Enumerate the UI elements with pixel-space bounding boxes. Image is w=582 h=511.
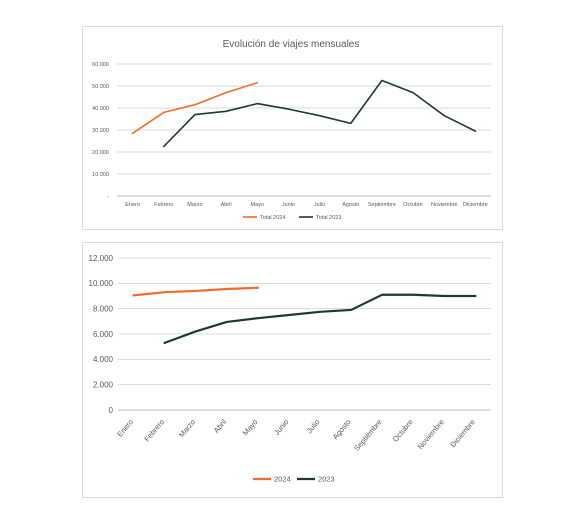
chart-1-x-tick-label: Diciembre	[463, 202, 488, 208]
chart-1-x-tick-label: Septiembre	[368, 202, 396, 208]
chart-1-x-tick-label: Febrero	[154, 202, 173, 208]
chart-1-x-tick-label: Marzo	[187, 202, 202, 208]
chart-2-y-tick-label: 6.000	[93, 330, 114, 339]
chart-2-x-tick-label: Noviembre	[416, 418, 446, 452]
chart-2-series-line-2	[163, 293, 477, 344]
chart-1-x-tick-label: Junio	[282, 202, 295, 208]
chart-1-y-tick-label: 30.000	[92, 128, 109, 134]
chart-1-svg: Evolución de viajes mensuales - 10.000 20.0…	[92, 39, 491, 221]
chart-1-x-tick-label: Mayo	[251, 202, 264, 208]
chart-2-x-tick-label: Junio	[272, 418, 290, 438]
chart-2-y-tick-label: 12.000	[89, 254, 114, 263]
chart-2-y-tick-label: 10.000	[89, 279, 114, 288]
chart-1-y-tick-label: 40.000	[92, 106, 109, 112]
chart-1-y-tick-label: 10.000	[92, 172, 109, 178]
chart-1-series-line-1	[131, 81, 259, 135]
chart-2-panel: 0 2.000 4.000 6.000 8.000 10.000 12.000 Enero Fe…	[82, 242, 503, 498]
chart-2-x-tick-label: Marzo	[177, 418, 197, 440]
chart-2-y-tick-label: 8.000	[93, 304, 114, 313]
chart-1-legend-label-1: Total 2024	[260, 215, 285, 221]
chart-1-title: Evolución de viajes mensuales	[223, 39, 360, 50]
chart-2-svg: 0 2.000 4.000 6.000 8.000 10.000 12.000 Enero Fe…	[89, 254, 491, 484]
chart-2-legend-label-2: 2023	[318, 475, 335, 484]
chart-1-x-tick-label: Abril	[221, 202, 232, 208]
chart-2-x-tick-label: Mayo	[241, 418, 260, 438]
chart-2-x-tick-label: Octubre	[391, 418, 415, 444]
chart-2-x-tick-label: Abril	[212, 417, 229, 435]
chart-1-x-tick-label: Enero	[125, 202, 140, 208]
chart-2-x-tick-label: Febrero	[142, 418, 166, 444]
chart-1-legend-label-2: Total 2023	[316, 215, 341, 221]
chart-1-x-tick-label: Octubre	[403, 202, 423, 208]
chart-2-legend-label-1: 2024	[274, 475, 291, 484]
chart-1-x-tick-label: Noviembre	[431, 202, 458, 208]
chart-2-x-tick-label: Julio	[305, 418, 322, 436]
chart-1-x-tick-label: Agosto	[342, 202, 359, 208]
chart-2-y-tick-label: 2.000	[93, 380, 114, 389]
chart-1-y-tick-label: 50.000	[92, 84, 109, 90]
chart-1-y-tick-label: 20.000	[92, 150, 109, 156]
chart-2-x-tick-label: Enero	[115, 418, 135, 439]
chart-1-panel: Evolución de viajes mensuales - 10.000 20.0…	[82, 26, 503, 230]
chart-2-y-tick-label: 0	[109, 406, 114, 415]
chart-2-y-tick-label: 4.000	[93, 355, 114, 364]
chart-1-series-line-2	[162, 79, 477, 148]
chart-1-y-tick-label: 60.000	[92, 62, 109, 68]
chart-2-x-tick-label: Septiembre	[352, 418, 384, 453]
chart-2-x-tick-label: Agosto	[331, 418, 353, 442]
chart-1-x-tick-label: Julio	[314, 202, 325, 208]
chart-2-series-line-1	[132, 286, 259, 297]
chart-2-x-tick-label: Diciembre	[448, 418, 477, 450]
chart-1-y-tick-label: -	[107, 194, 109, 200]
